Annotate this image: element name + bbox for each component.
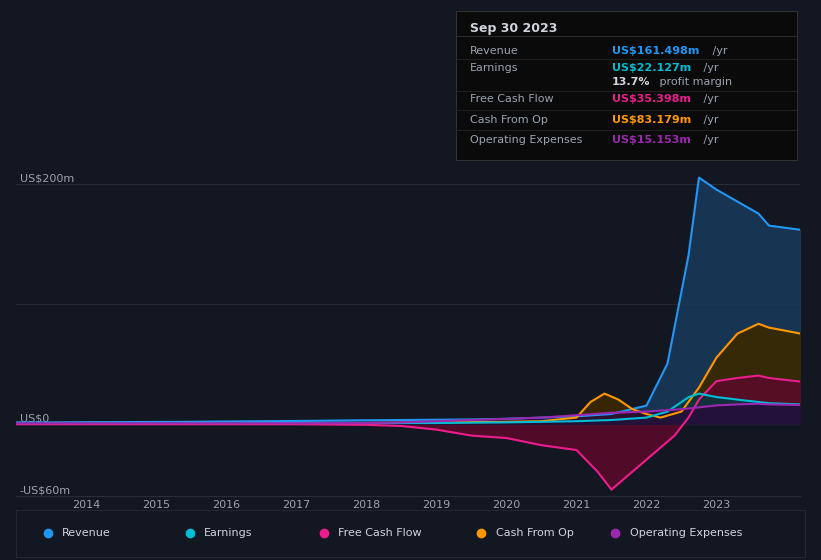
Text: Earnings: Earnings (470, 63, 519, 73)
Text: /yr: /yr (700, 134, 718, 144)
Text: US$35.398m: US$35.398m (612, 95, 690, 105)
Text: 13.7%: 13.7% (612, 77, 650, 87)
Text: /yr: /yr (709, 46, 727, 56)
Text: US$0: US$0 (20, 414, 49, 423)
Text: Cash From Op: Cash From Op (470, 115, 548, 124)
Text: /yr: /yr (700, 115, 718, 124)
Text: Sep 30 2023: Sep 30 2023 (470, 22, 557, 35)
Text: Operating Expenses: Operating Expenses (470, 134, 582, 144)
Text: US$15.153m: US$15.153m (612, 134, 690, 144)
Text: Operating Expenses: Operating Expenses (630, 529, 742, 538)
Text: US$22.127m: US$22.127m (612, 63, 690, 73)
Text: -US$60m: -US$60m (20, 486, 71, 496)
Text: profit margin: profit margin (656, 77, 732, 87)
Text: Earnings: Earnings (204, 529, 253, 538)
Text: /yr: /yr (700, 63, 718, 73)
Text: Revenue: Revenue (62, 529, 111, 538)
Text: Free Cash Flow: Free Cash Flow (338, 529, 422, 538)
Text: Revenue: Revenue (470, 46, 519, 56)
Text: US$200m: US$200m (20, 174, 74, 184)
Text: US$161.498m: US$161.498m (612, 46, 699, 56)
Text: US$83.179m: US$83.179m (612, 115, 690, 124)
Text: /yr: /yr (700, 95, 718, 105)
Text: Free Cash Flow: Free Cash Flow (470, 95, 553, 105)
Text: Cash From Op: Cash From Op (496, 529, 574, 538)
